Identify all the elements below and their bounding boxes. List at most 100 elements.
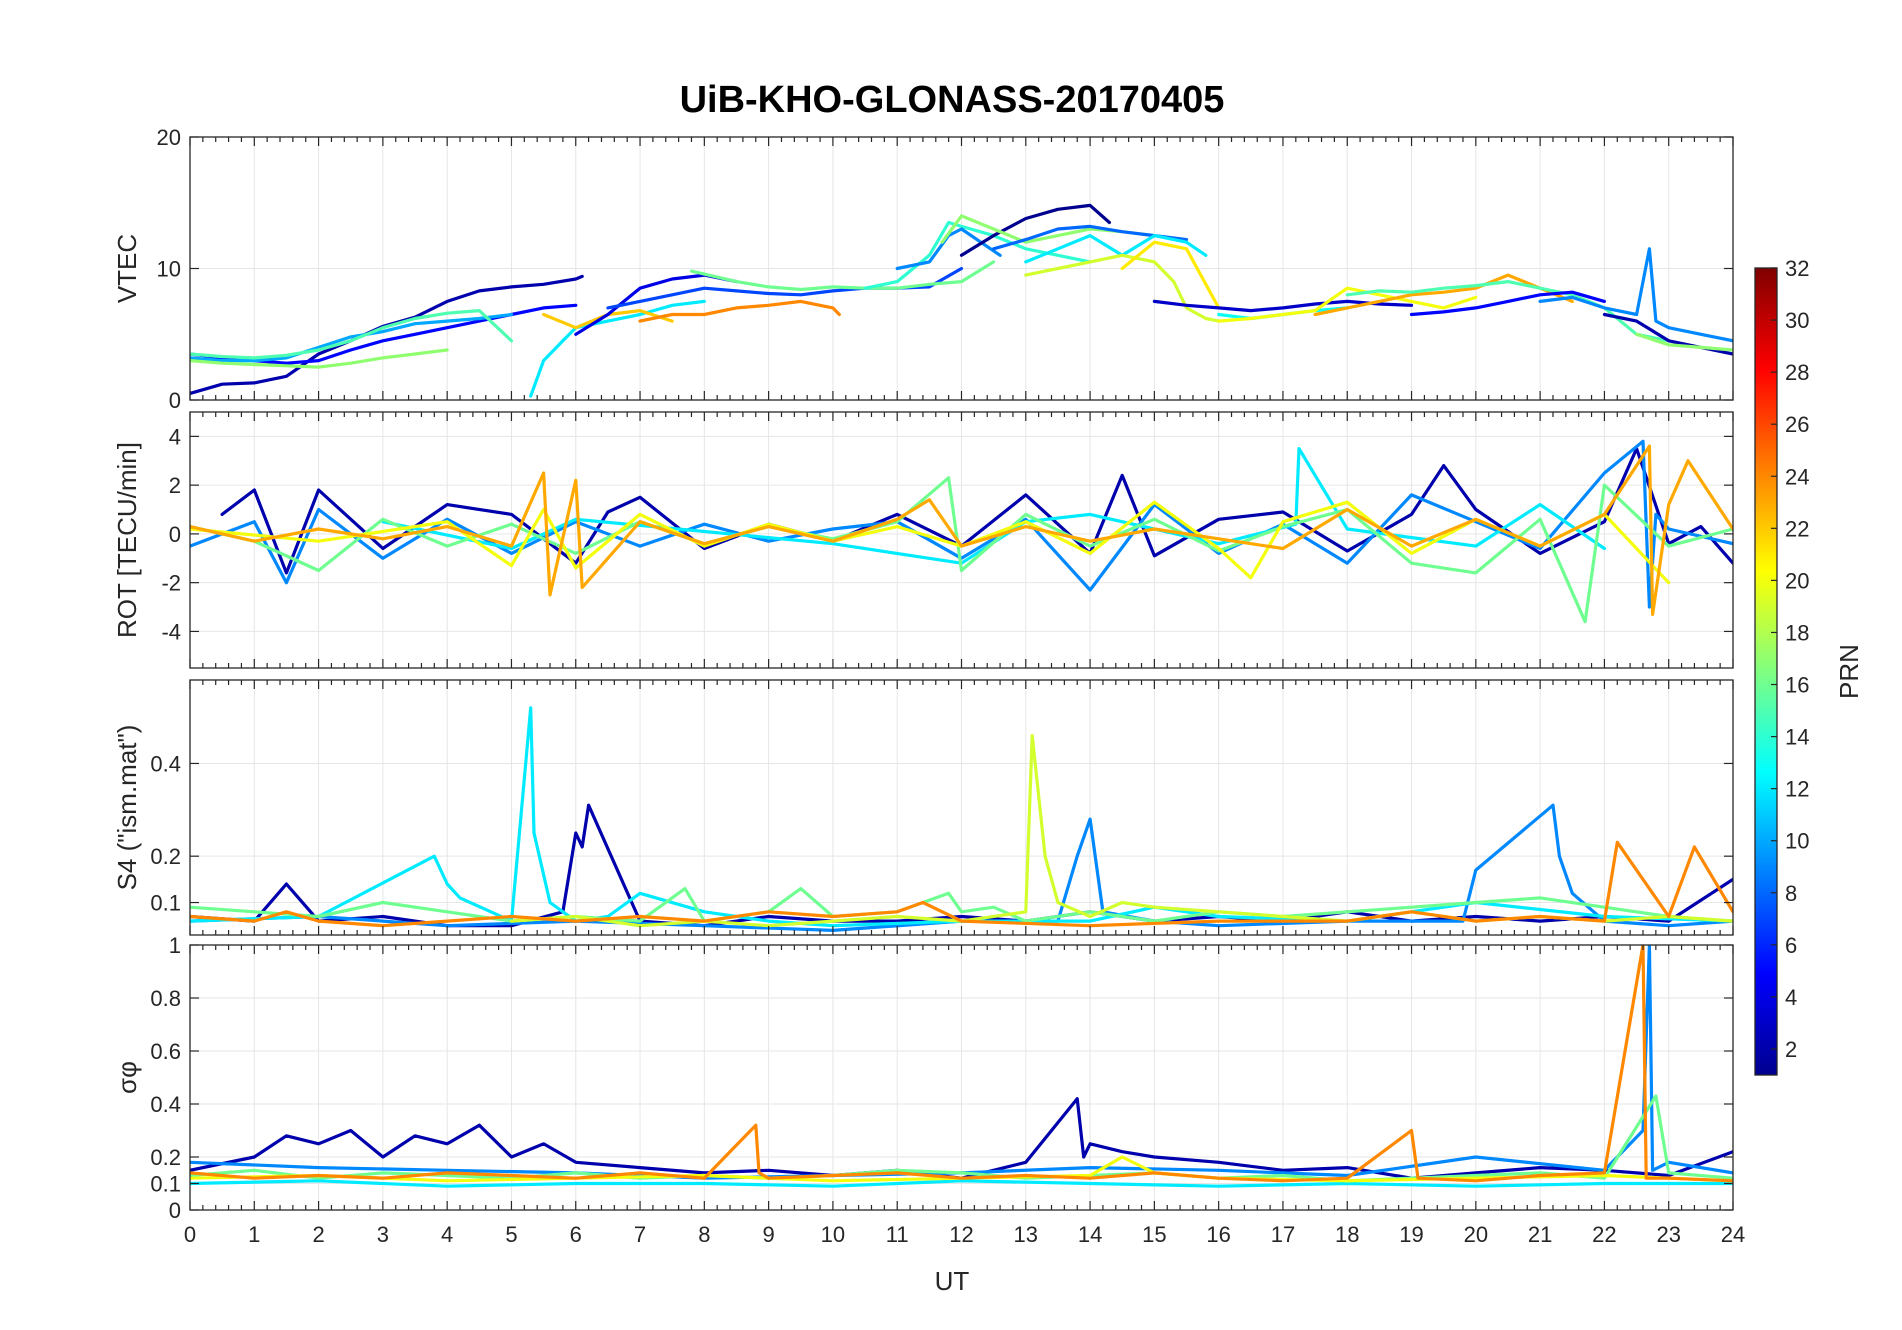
x-axis-label: UT [935,1266,970,1296]
y-ticks: 00.10.2 0.4 0.6 0.8 1 [150,933,1733,1223]
series-prn-17 [190,348,449,369]
x-tick-label: 22 [1592,1222,1616,1247]
y-tick-label: -2 [161,571,181,596]
x-tick-label: 0 [184,1222,196,1247]
series-group [190,203,1733,398]
series-prn-12 [190,1179,1733,1188]
x-tick-label: 15 [1142,1222,1166,1247]
x-tick-label: 8 [698,1222,710,1247]
x-tick-label: 14 [1078,1222,1102,1247]
series-prn-9 [1538,247,1733,343]
x-tick-label: 1 [248,1222,260,1247]
panel-rot: -4 -2 0 2 4 ROT [TECU/min] [112,411,1734,669]
series-prn-12 [381,447,1607,565]
colorbar-tick-label: 30 [1785,308,1809,333]
colorbar-tick-label: 12 [1785,777,1809,802]
x-tick-label: 3 [377,1222,389,1247]
grid [190,680,1733,935]
y-tick-label: 0.8 [150,986,181,1011]
colorbar-label: PRN [1834,644,1864,699]
panel-vtec: 0 10 20 VTEC [112,125,1734,413]
x-tick-label: 10 [821,1222,845,1247]
series-group [190,706,1733,933]
y-ticks: 0.1 0.2 0.4 [150,751,1733,916]
colorbar-tick-label: 28 [1785,360,1809,385]
y-tick-label: 4 [169,424,181,449]
x-ticks [189,945,1734,1210]
colorbar-tick-label: 2 [1785,1037,1797,1062]
y-tick-label: 1 [169,933,181,958]
colorbar-tick-label: 14 [1785,725,1809,750]
colorbar-tick-label: 20 [1785,568,1809,593]
series-prn-24 [190,840,1733,928]
y-tick-label: -4 [161,619,181,644]
colorbar-tick-label: 24 [1785,464,1809,489]
y-tick-label: 0 [169,388,181,413]
colorbar-box [1754,267,1778,1076]
x-tick-label: 23 [1656,1222,1680,1247]
y-tick-label: 0.1 [150,891,181,916]
x-ticks [189,137,1734,400]
series-prn-20 [190,500,1671,585]
series-prn-9 [190,439,1733,609]
x-ticks [189,680,1734,935]
y-axis-label: S4 ("ism.mat") [112,725,142,891]
x-tick-label: 18 [1335,1222,1359,1247]
series-prn-4 [574,273,739,336]
series-prn-2 [190,274,584,395]
series-prn-12 [190,706,1733,928]
x-tick-label: 5 [505,1222,517,1247]
y-tick-label: 0.2 [150,844,181,869]
series-prn-23 [1313,273,1574,317]
series-prn-9 [895,227,1002,271]
series-prn-1 [959,203,1112,257]
y-tick-label: 0 [169,1198,181,1223]
x-tick-label: 11 [886,1222,909,1247]
series-prn-17 [1634,332,1733,352]
panel-s4: 0.1 0.2 0.4 S4 ("ism.mat") [112,679,1734,936]
colorbar-tick-label: 10 [1785,829,1809,854]
colorbar-tick-label: 32 [1785,256,1809,281]
colorbar-tick-label: 4 [1785,985,1797,1010]
colorbar-tick-label: 6 [1785,933,1797,958]
series-prn-14 [863,220,1092,290]
series-prn-10 [190,312,514,363]
x-tick-label: 13 [1014,1222,1038,1247]
y-ticks: -4 -2 0 2 4 [161,424,1733,644]
x-tick-label: 2 [312,1222,324,1247]
colorbar-tick-label: 26 [1785,412,1809,437]
y-tick-label: 10 [157,257,181,282]
series-prn-21 [1120,240,1221,310]
series-prn-20 [1217,286,1478,323]
colorbar-tick-label: 8 [1785,881,1797,906]
y-tick-label: 0.4 [150,751,181,776]
y-axis-label: σφ [112,1061,142,1094]
series-prn-23 [190,444,1733,617]
x-tick-label: 4 [441,1222,453,1247]
y-axis-label: ROT [TECU/min] [112,442,142,638]
x-tick-label: 21 [1528,1222,1552,1247]
x-tick-label: 16 [1206,1222,1230,1247]
series-prn-15 [190,309,514,360]
x-ticks [189,412,1734,668]
y-tick-label: 2 [169,473,181,498]
colorbar-tick-label: 18 [1785,620,1809,645]
y-tick-label: 0.2 [150,1145,181,1170]
series-prn-16 [689,260,996,292]
x-tick-label: 6 [570,1222,582,1247]
colorbar-fill [1755,268,1777,1075]
colorbar-tick-label: 16 [1785,673,1809,698]
series-prn-19 [1024,253,1221,323]
x-tick-label: 20 [1464,1222,1488,1247]
x-tick-label: 12 [949,1222,973,1247]
y-tick-label: 0.1 [150,1172,181,1197]
y-tick-label: 0.6 [150,1039,181,1064]
x-tick-label: 7 [634,1222,646,1247]
x-tick-label: 19 [1399,1222,1423,1247]
series-prn-24 [638,299,841,323]
x-tick-labels: 0 1 2 3 4 5 6 7 8 9 10 11 12 13 14 15 16 17 18 19 20 21 22 23 24 [184,1222,1745,1247]
chart-title: UiB-KHO-GLONASS-20170405 [680,79,1225,121]
